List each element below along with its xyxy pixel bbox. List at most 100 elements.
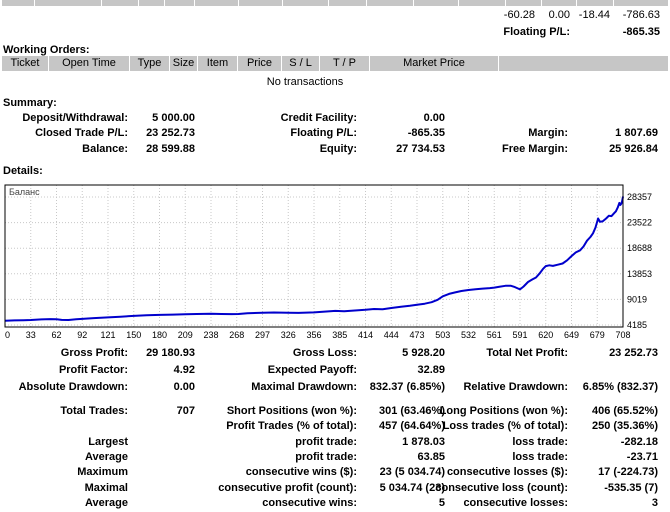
x-tick-label: 561 [487,330,502,340]
details-value: 23 252.73 [609,347,658,359]
x-tick-label: 414 [358,330,373,340]
column-divider [505,0,506,6]
details-value: 406 (65.52%) [591,405,658,417]
x-tick-label: 708 [615,330,630,340]
details-row: Total Trades: 707 Short Positions (won %… [0,405,670,418]
column-divider [34,0,35,6]
summary-label: Deposit/Withdrawal: [22,112,128,124]
details-value: 1 878.03 [402,436,445,448]
details-row: Maximal consecutive profit (count): 5 03… [0,482,670,495]
summary-label: Closed Trade P/L: [35,127,128,139]
details-label: Average [84,497,128,509]
x-tick-label: 503 [435,330,450,340]
details-label: Gross Loss: [292,347,357,359]
x-tick-label: 209 [178,330,193,340]
balance-chart: 0 33 62 92 121 150 180 209 238 268 297 326 356 385 414… [4,184,652,340]
col-market-price: Market Price [370,56,499,71]
details-label: consecutive wins ($): [245,466,357,478]
y-tick-label: 28357 [627,192,652,202]
x-tick-label: 591 [512,330,527,340]
x-tick-label: 238 [203,330,218,340]
details-label: Absolute Drawdown: [18,381,128,393]
details-value: 6.85% (832.37) [582,381,658,393]
no-transactions-text: No transactions [266,76,344,88]
details-value: 457 (64.64%) [378,420,445,432]
y-tick-label: 4185 [627,320,647,330]
details-label: consecutive loss (count): [435,482,568,494]
details-value: 5 928.20 [402,347,445,359]
details-row: Gross Profit: 29 180.93 Gross Loss: 5 92… [0,347,670,360]
details-value: 832.37 (6.85%) [369,381,445,393]
col-sl: S / L [282,56,320,71]
taxes-total: 0.00 [548,9,570,21]
column-divider [366,0,367,6]
details-label: loss trade: [512,436,568,448]
details-label: Total Net Profit: [486,347,568,359]
x-tick-label: 532 [461,330,476,340]
details-label: Profit Factor: [58,364,128,376]
x-tick-label: 679 [590,330,605,340]
details-value: 4.92 [173,364,195,376]
details-value: -535.35 (7) [604,482,658,494]
y-tick-label: 23522 [627,218,652,228]
col-open-time: Open Time [49,56,130,71]
details-label: consecutive losses: [463,497,568,509]
column-divider [282,0,283,6]
details-label: Average [84,451,128,463]
x-tick-label: 297 [255,330,270,340]
x-tick-label: 150 [126,330,141,340]
y-tick-label: 13853 [627,269,652,279]
details-label: Expected Payoff: [267,364,357,376]
details-row: Absolute Drawdown: 0.00 Maximal Drawdown… [0,381,670,394]
details-value: 5 [438,497,445,509]
details-value: 707 [176,405,195,417]
x-tick-label: 385 [332,330,347,340]
x-tick-label: 268 [229,330,244,340]
x-tick-label: 121 [100,330,115,340]
column-divider [458,0,459,6]
details-label: loss trade: [512,451,568,463]
x-tick-label: 92 [77,330,87,340]
summary-value: 28 599.88 [146,143,195,155]
x-tick-label: 473 [409,330,424,340]
details-label: Relative Drawdown: [463,381,568,393]
details-label: consecutive losses ($): [446,466,568,478]
details-label: Total Trades: [60,405,128,417]
chart-frame [4,184,624,328]
details-label: Loss trades (% of total): [442,420,568,432]
column-divider [328,0,329,6]
floating-pl-label: Floating P/L: [503,26,570,38]
summary-value: 5 000.00 [152,112,195,124]
col-tp: T / P [320,56,370,71]
summary-value: 25 926.84 [609,143,658,155]
column-divider [101,0,102,6]
floating-pl-value: -865.35 [622,26,660,38]
details-label: Largest [88,436,128,448]
details-label: Maximum [77,466,128,478]
details-value: -23.71 [626,451,658,463]
x-tick-label: 444 [384,330,399,340]
details-value: -282.18 [620,436,658,448]
x-tick-label: 33 [26,330,36,340]
details-label: Gross Profit: [60,347,128,359]
details-label: Maximal Drawdown: [251,381,357,393]
summary-value: -865.35 [407,127,445,139]
summary-label: Credit Facility: [280,112,357,124]
details-label: Profit Trades (% of total): [226,420,357,432]
details-row: Largest profit trade: 1 878.03 loss trad… [0,436,670,449]
details-value: 301 (63.46%) [378,405,445,417]
chart-series-label: Баланс [9,187,40,197]
column-divider [576,0,577,6]
details-value: 5 034.74 (23) [379,482,445,494]
details-label: profit trade: [295,436,357,448]
details-value: 17 (-224.73) [598,466,658,478]
profit-total: -786.63 [622,9,660,21]
details-value: 29 180.93 [146,347,195,359]
col-price: Price [238,56,282,71]
column-divider [413,0,414,6]
details-value: 250 (35.36%) [591,420,658,432]
details-row: Profit Factor: 4.92 Expected Payoff: 32.… [0,364,670,377]
summary-value: 23 252.73 [146,127,195,139]
commission-total: -60.28 [503,9,535,21]
